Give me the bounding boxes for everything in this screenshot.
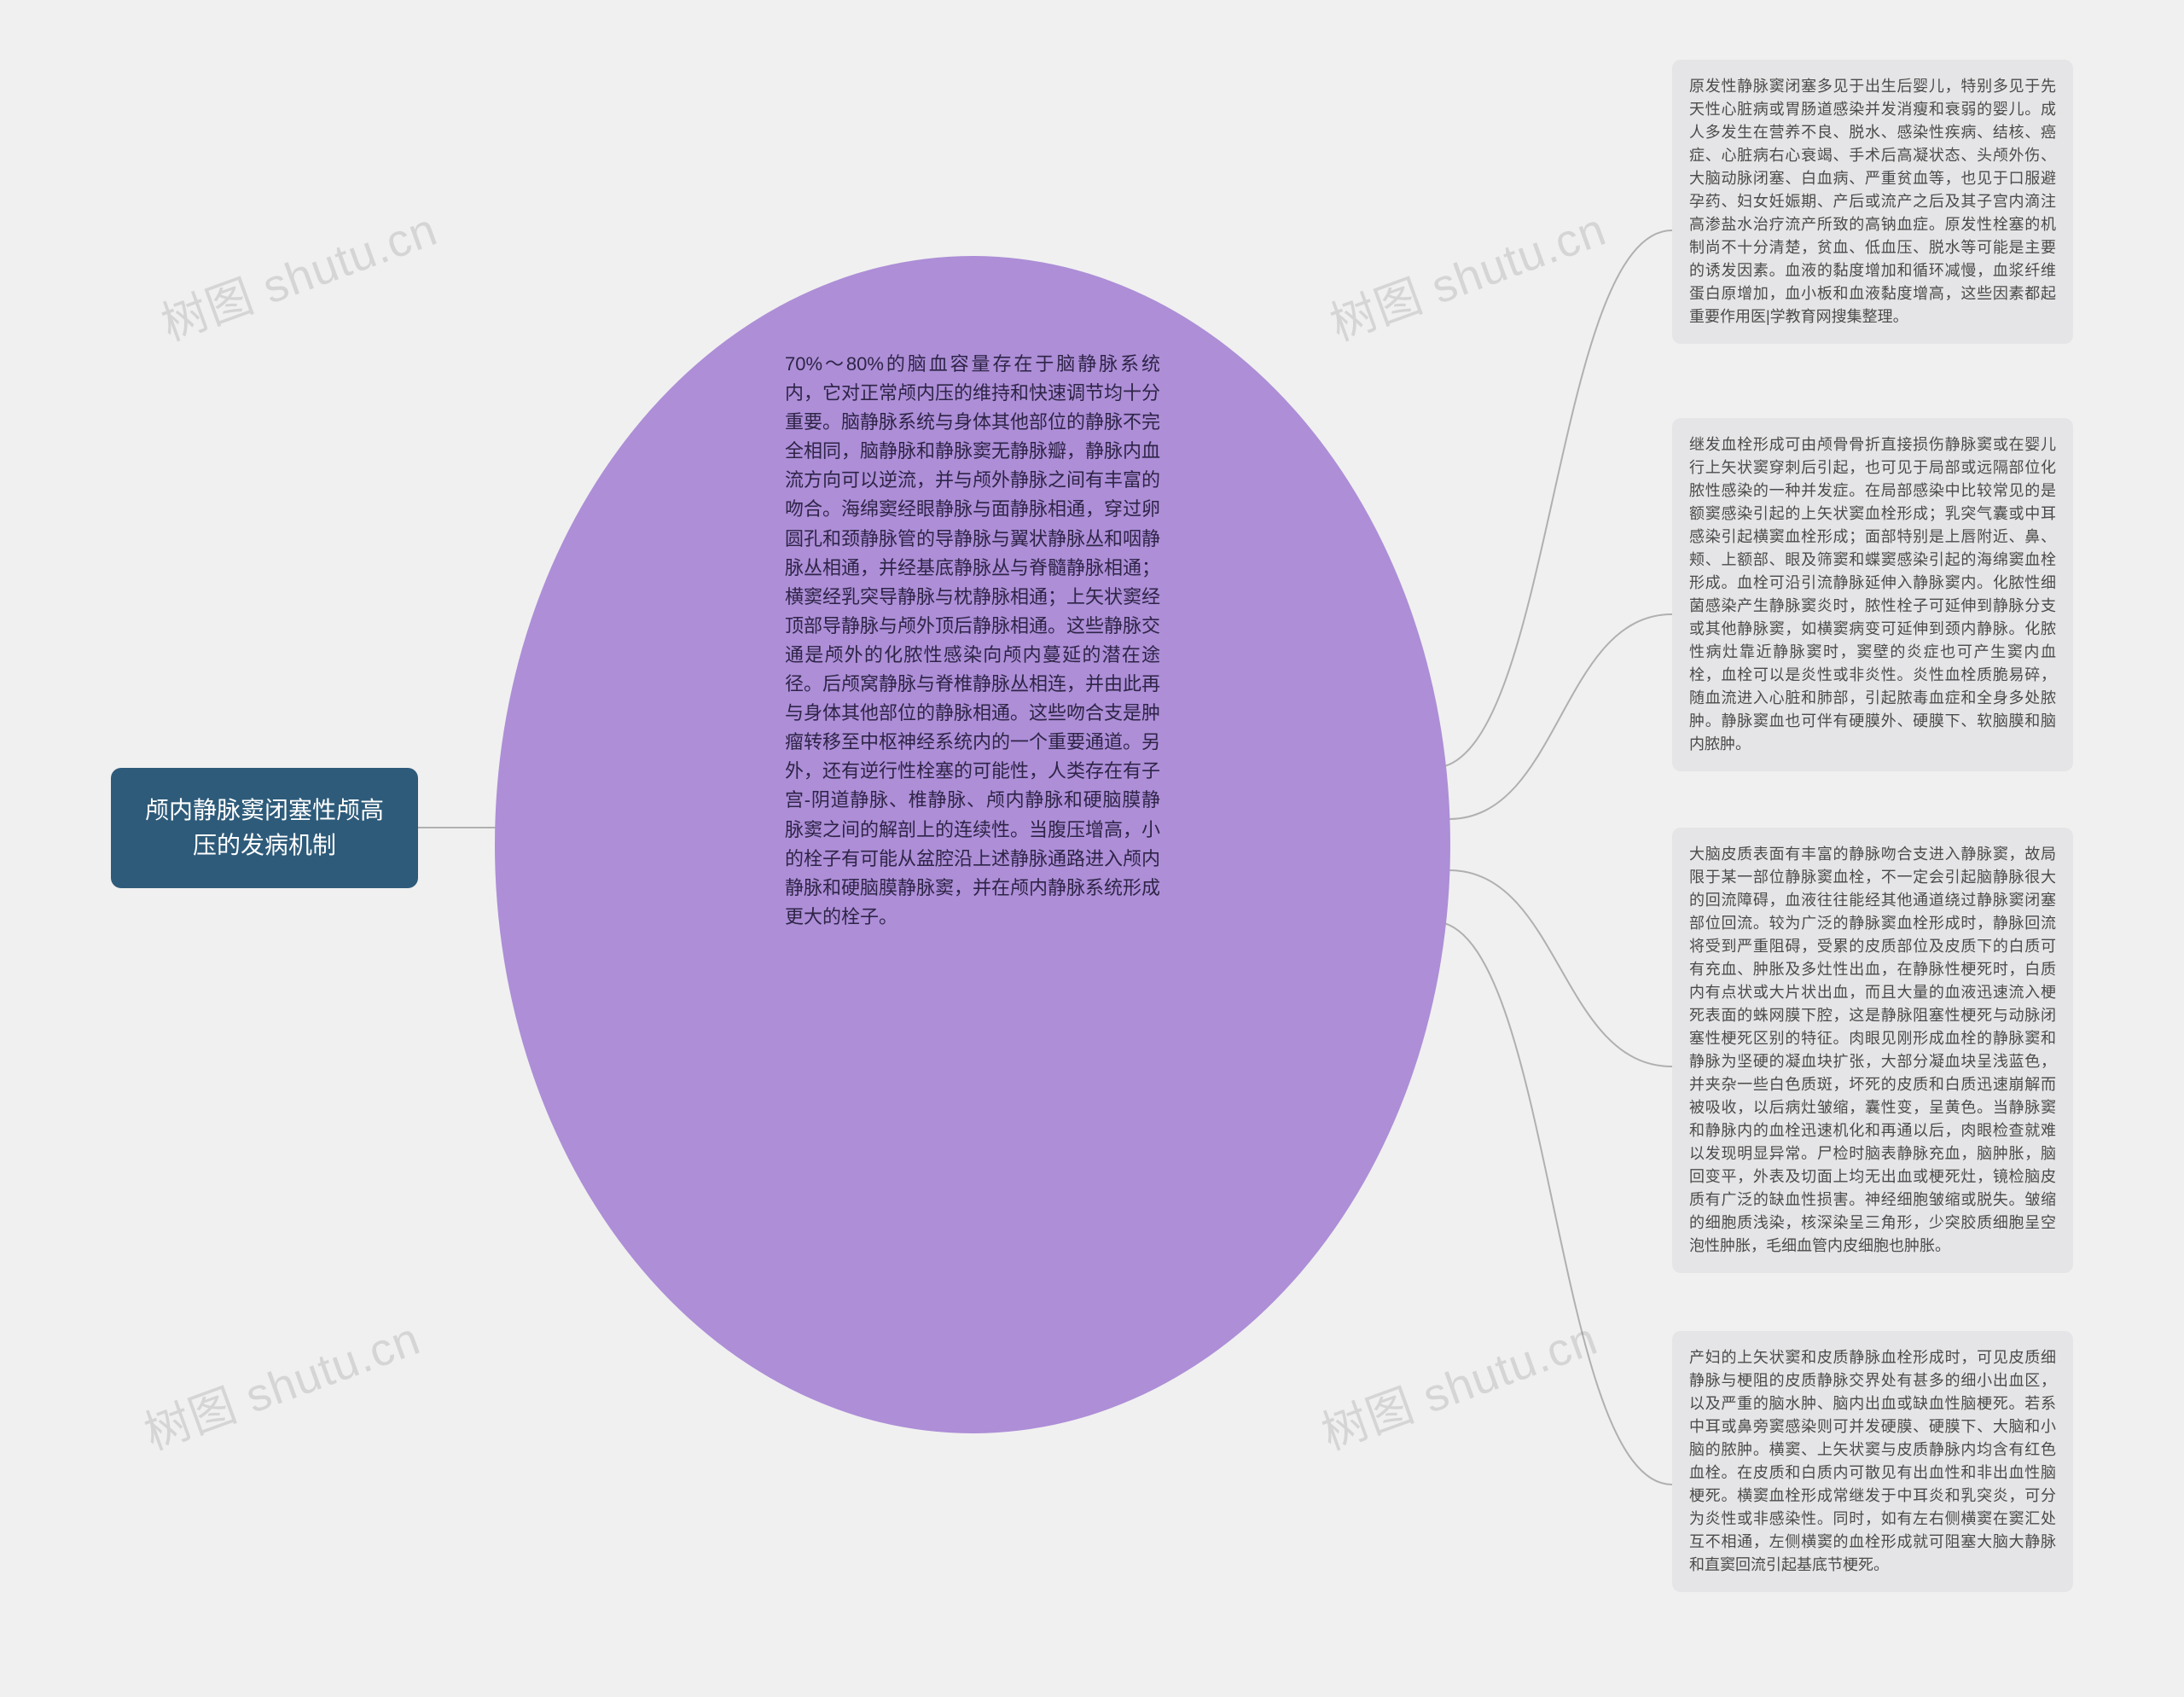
watermark: 树图 shutu.cn [151, 192, 445, 354]
leaf-node-3[interactable]: 大脑皮质表面有丰富的静脉吻合支进入静脉窦，故局限于某一部位静脉窦血栓，不一定会引… [1672, 828, 2073, 1273]
leaf-node-2[interactable]: 继发血栓形成可由颅骨骨折直接损伤静脉窦或在婴儿行上矢状窦穿刺后引起，也可见于局部… [1672, 418, 2073, 771]
watermark: 树图 shutu.cn [1320, 192, 1614, 354]
leaf-node-4[interactable]: 产妇的上矢状窦和皮质静脉血栓形成时，可见皮质细静脉与梗阻的皮质静脉交界处有甚多的… [1672, 1331, 2073, 1592]
connector [1449, 870, 1672, 1066]
root-node-label: 颅内静脉窦闭塞性颅高压的发病机制 [145, 797, 384, 858]
connector [1433, 230, 1672, 768]
root-node[interactable]: 颅内静脉窦闭塞性颅高压的发病机制 [111, 768, 418, 888]
connector [1433, 921, 1672, 1485]
mindmap-canvas: 树图 shutu.cn 树图 shutu.cn 树图 shutu.cn 树图 shut… [0, 0, 2184, 1697]
level1-node-text: 70%～80%的脑血容量存在于脑静脉系统内，它对正常颅内压的维持和快速调节均十分… [785, 350, 1160, 1340]
watermark: 树图 shutu.cn [1311, 1301, 1606, 1463]
connector [1449, 614, 1672, 819]
leaf-node-text: 继发血栓形成可由颅骨骨折直接损伤静脉窦或在婴儿行上矢状窦穿刺后引起，也可见于局部… [1689, 436, 2056, 753]
watermark: 树图 shutu.cn [134, 1301, 428, 1463]
leaf-node-text: 大脑皮质表面有丰富的静脉吻合支进入静脉窦，故局限于某一部位静脉窦血栓，不一定会引… [1689, 846, 2056, 1254]
leaf-node-text: 原发性静脉窦闭塞多见于出生后婴儿，特别多见于先天性心脏病或胃肠道感染并发消瘦和衰… [1689, 78, 2056, 325]
leaf-node-1[interactable]: 原发性静脉窦闭塞多见于出生后婴儿，特别多见于先天性心脏病或胃肠道感染并发消瘦和衰… [1672, 60, 2073, 344]
leaf-node-text: 产妇的上矢状窦和皮质静脉血栓形成时，可见皮质细静脉与梗阻的皮质静脉交界处有甚多的… [1689, 1349, 2056, 1573]
